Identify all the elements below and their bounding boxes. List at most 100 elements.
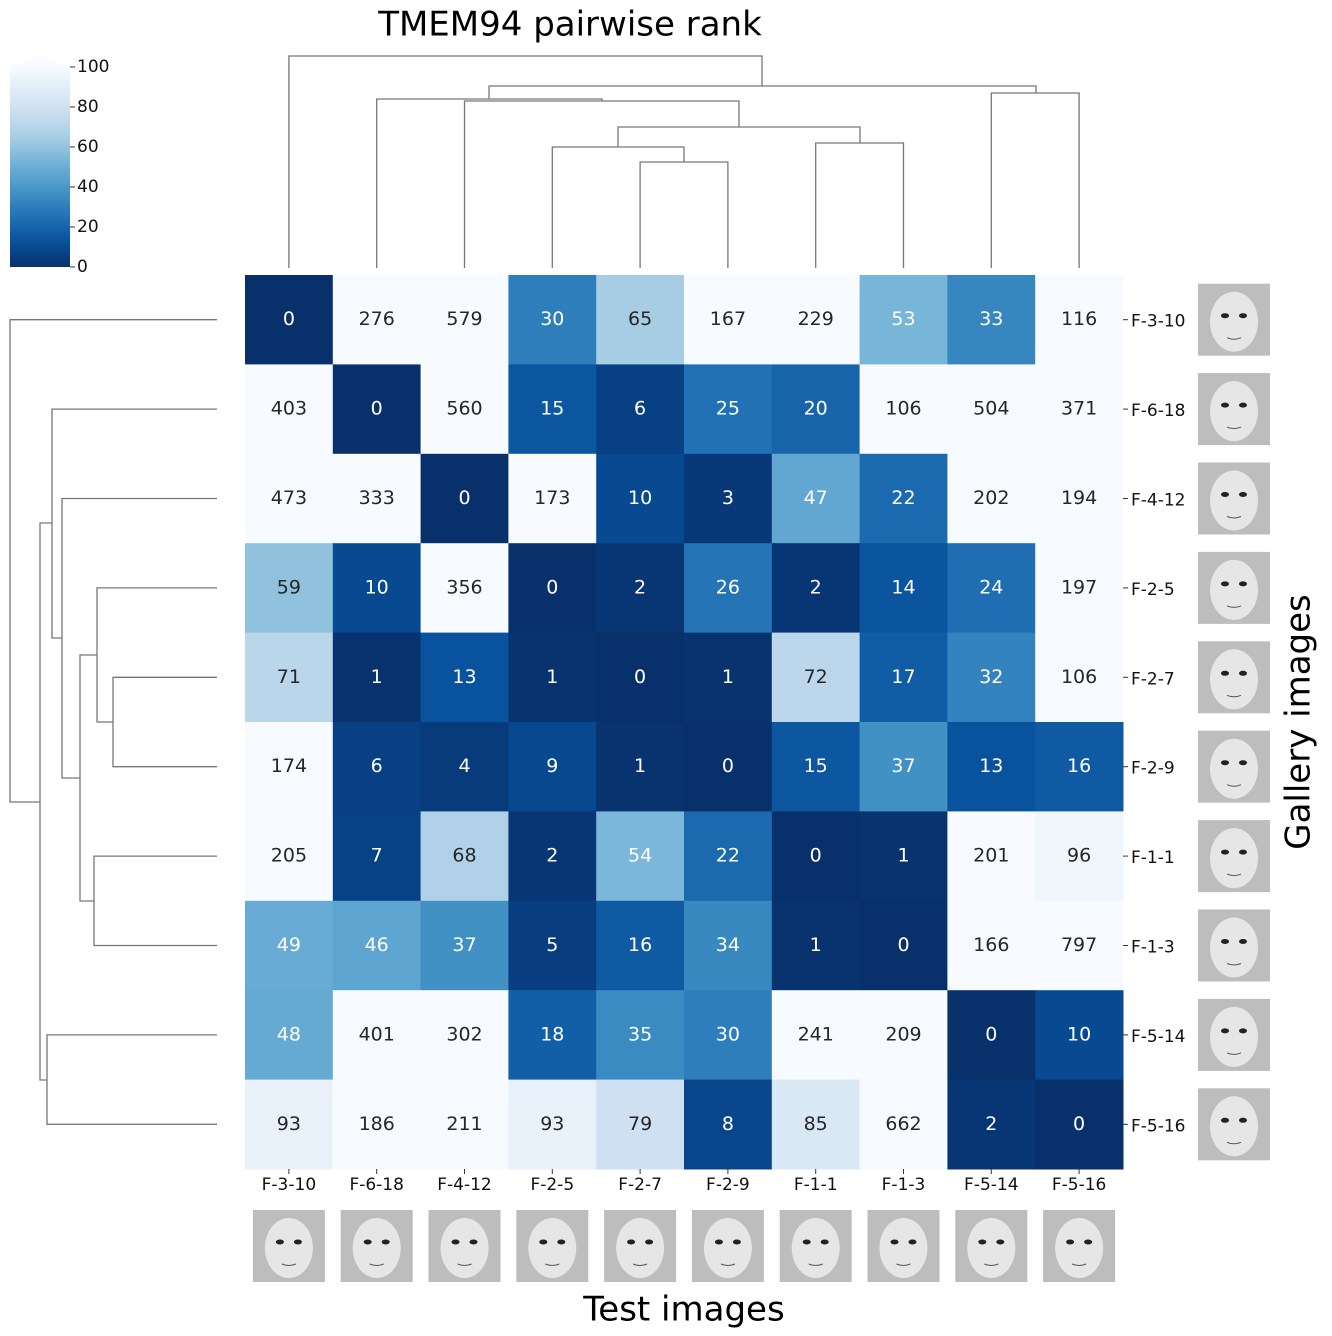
face-shape	[353, 1218, 401, 1278]
dendrogram-link	[991, 93, 1079, 268]
face-eye	[715, 1240, 723, 1245]
cell-label: 13	[979, 755, 1003, 777]
cell-label: 17	[891, 666, 915, 688]
cell-label: 473	[271, 487, 307, 509]
cell-label: 209	[885, 1023, 921, 1045]
cell-label: 85	[804, 1113, 828, 1135]
cell-label: 201	[973, 845, 1009, 867]
face-shape	[1210, 292, 1258, 352]
cell-label: 24	[979, 576, 1003, 598]
x-tick-label: F-1-3	[882, 1175, 926, 1195]
cell-label: 53	[891, 308, 915, 330]
cell-label: 35	[628, 1023, 652, 1045]
y-tick-label: F-5-14	[1131, 1027, 1186, 1047]
cell-label: 16	[1067, 755, 1091, 777]
x-tick-label: F-2-5	[530, 1175, 574, 1195]
cell-label: 20	[804, 398, 828, 420]
x-tick-label: F-2-9	[706, 1175, 750, 1195]
face-shape	[1210, 1007, 1258, 1067]
cell-label: 197	[1061, 576, 1097, 598]
face-eye	[803, 1240, 811, 1245]
cell-label: 47	[804, 487, 828, 509]
face-shape	[1210, 649, 1258, 709]
face-eye	[1221, 1118, 1229, 1123]
cell-label: 7	[371, 845, 383, 867]
cell-label: 116	[1061, 308, 1097, 330]
face-shape	[967, 1218, 1015, 1278]
cell-label: 504	[973, 398, 1009, 420]
cell-label: 30	[716, 1023, 740, 1045]
face-shape	[528, 1218, 576, 1278]
face-eye	[996, 1240, 1004, 1245]
cell-label: 5	[546, 934, 558, 956]
cell-label: 302	[446, 1023, 482, 1045]
face-eye	[1066, 1240, 1074, 1245]
colorbar-tick-label: 100	[77, 57, 109, 77]
cell-label: 59	[277, 576, 301, 598]
cell-label: 30	[540, 308, 564, 330]
face-eye	[1239, 1028, 1247, 1033]
cell-label: 32	[979, 666, 1003, 688]
cell-label: 229	[798, 308, 834, 330]
face-eye	[539, 1240, 547, 1245]
chart: TMEM94 pairwise rank Test images Gallery…	[0, 0, 1332, 1332]
y-tick-label: F-4-12	[1131, 491, 1186, 511]
face-eye	[733, 1240, 741, 1245]
face-eye	[276, 1240, 284, 1245]
cell-label: 662	[885, 1113, 921, 1135]
cell-label: 2	[634, 576, 646, 598]
cell-label: 34	[716, 934, 740, 956]
cell-label: 49	[277, 934, 301, 956]
colorbar-tick-label: 80	[77, 97, 99, 117]
cell-label: 4	[458, 755, 470, 777]
face-eye	[364, 1240, 372, 1245]
cell-label: 68	[452, 845, 476, 867]
cell-label: 26	[716, 576, 740, 598]
face-shape	[616, 1218, 664, 1278]
y-tick-label: F-2-5	[1131, 580, 1175, 600]
face-eye	[909, 1240, 917, 1245]
dendrogram-link	[816, 143, 904, 268]
face-shape	[265, 1218, 313, 1278]
cell-label: 106	[885, 398, 921, 420]
cell-label: 401	[359, 1023, 395, 1045]
face-shape	[1210, 381, 1258, 441]
x-tick-label: F-3-10	[262, 1175, 317, 1195]
face-eye	[1084, 1240, 1092, 1245]
face-shape	[704, 1218, 752, 1278]
dendrogram-link	[97, 588, 217, 722]
face-eye	[1221, 850, 1229, 855]
cell-label: 15	[804, 755, 828, 777]
cell-label: 1	[546, 666, 558, 688]
cell-label: 65	[628, 308, 652, 330]
face-shape	[1210, 471, 1258, 531]
cell-label: 186	[359, 1113, 395, 1135]
dendrogram-link	[618, 127, 860, 147]
face-eye	[382, 1240, 390, 1245]
face-eye	[821, 1240, 829, 1245]
face-eye	[1221, 403, 1229, 408]
face-eye	[1239, 671, 1247, 676]
cell-label: 0	[985, 1023, 997, 1045]
face-eye	[470, 1240, 478, 1245]
chart-title: TMEM94 pairwise rank	[377, 5, 762, 45]
cell-label: 166	[973, 934, 1009, 956]
x-axis-label: Test images	[582, 1290, 784, 1330]
face-eye	[1239, 939, 1247, 944]
y-tick-label: F-3-10	[1131, 312, 1186, 332]
cell-label: 9	[546, 755, 558, 777]
y-tick-label: F-1-1	[1131, 848, 1175, 868]
cell-label: 106	[1061, 666, 1097, 688]
cell-label: 37	[891, 755, 915, 777]
face-shape	[1055, 1218, 1103, 1278]
cell-label: 37	[452, 934, 476, 956]
cell-label: 194	[1061, 487, 1097, 509]
cell-label: 202	[973, 487, 1009, 509]
cell-label: 8	[722, 1113, 734, 1135]
cell-label: 356	[446, 576, 482, 598]
face-eye	[627, 1240, 635, 1245]
colorbar-tick-label: 20	[77, 217, 99, 237]
cell-label: 0	[458, 487, 470, 509]
x-tick-label: F-4-12	[437, 1175, 492, 1195]
cell-label: 18	[540, 1023, 564, 1045]
